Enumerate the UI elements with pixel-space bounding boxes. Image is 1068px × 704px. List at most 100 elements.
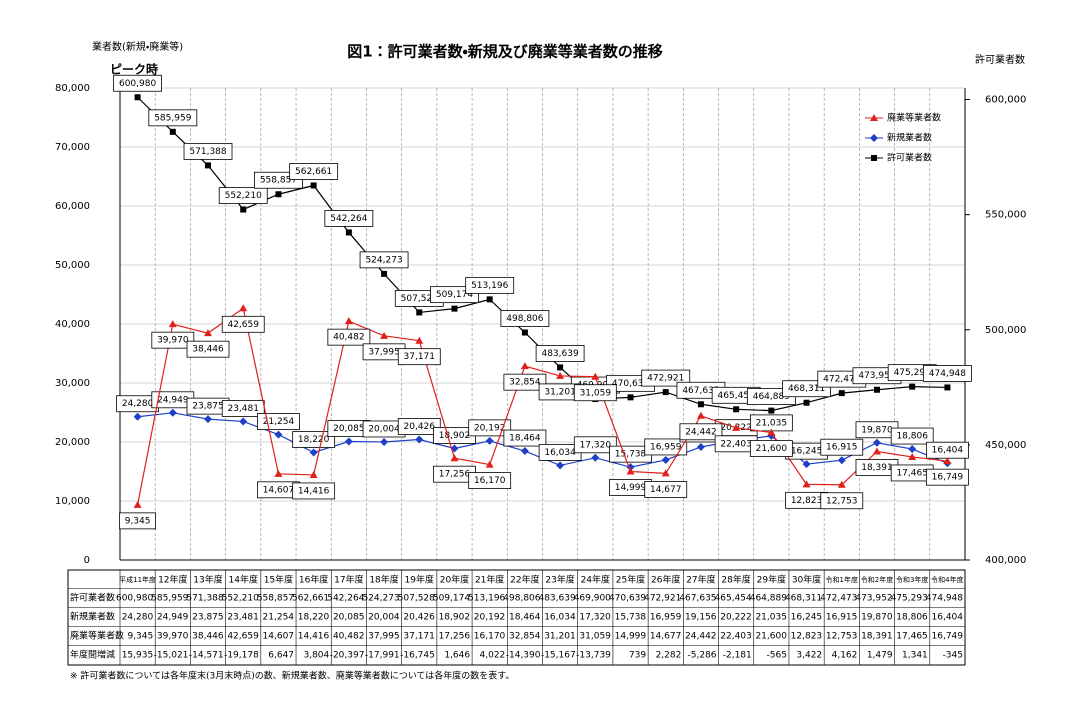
point	[520, 362, 529, 370]
y2-tick-label: 600,000	[985, 95, 1026, 106]
data-label: 472,921	[647, 374, 684, 384]
legend-label: 廃業等業者数	[887, 112, 941, 124]
table-cell: 509,174	[433, 594, 470, 604]
point	[626, 467, 635, 475]
data-label: 18,391	[861, 463, 893, 473]
table-cell: -15,021	[154, 651, 189, 661]
data-label: 524,273	[365, 255, 402, 265]
table-cell: 16,245	[791, 613, 823, 623]
data-label: 12,823	[791, 496, 823, 506]
table-header: 21年度	[475, 574, 504, 586]
data-label-box	[359, 251, 409, 269]
data-label: 507,528	[401, 294, 438, 304]
table-cell: 562,661	[292, 594, 329, 604]
table-header: 24年度	[581, 574, 610, 586]
table-header: 25年度	[616, 574, 645, 586]
data-label: 464,889	[753, 392, 790, 402]
point	[451, 305, 458, 312]
data-label-box	[324, 210, 374, 227]
table-cell: 39,970	[157, 632, 189, 642]
data-label: 17,465	[896, 468, 928, 478]
point	[169, 128, 176, 135]
point	[239, 304, 248, 312]
data-label: 24,280	[122, 399, 154, 409]
data-label: 467,635	[682, 386, 719, 396]
point	[275, 191, 282, 198]
data-label: 17,320	[580, 440, 612, 450]
table-cell: 40,482	[333, 632, 365, 642]
annotation: ピーク時	[110, 62, 158, 77]
table-cell: -345	[943, 651, 963, 661]
point	[345, 229, 352, 236]
table-cell: 31,059	[579, 632, 611, 642]
table-cell: 472,921	[644, 594, 681, 604]
point	[133, 412, 142, 421]
data-label: 16,959	[650, 442, 682, 452]
data-label-box	[644, 481, 688, 498]
table-cell: 22,403	[720, 632, 752, 642]
data-label-box	[292, 431, 336, 448]
point	[908, 452, 917, 460]
table-cell: 600,980	[116, 594, 153, 604]
data-label-box	[749, 440, 793, 457]
table-cell: 20,004	[368, 613, 400, 623]
y-tick-label: 10,000	[55, 496, 90, 507]
point	[415, 435, 424, 444]
table-cell: 21,254	[263, 613, 295, 623]
point	[521, 329, 528, 336]
table-cell: 3,422	[796, 651, 822, 661]
data-label-box	[500, 310, 550, 327]
point	[803, 399, 810, 406]
table-cell: 18,806	[896, 613, 928, 623]
data-label: 14,999	[615, 483, 647, 493]
data-label: 37,995	[368, 347, 400, 357]
table-cell: 14,416	[298, 632, 330, 642]
table-cell: 14,999	[615, 632, 647, 642]
table-cell: 12,823	[791, 632, 823, 642]
y-axis-title: 業者数(新規・廃業等)	[92, 40, 183, 53]
table-header: 14年度	[229, 574, 258, 586]
data-label: 42,659	[227, 320, 259, 330]
data-label-box	[292, 482, 336, 500]
data-label: 562,661	[295, 167, 332, 177]
data-label: 18,464	[509, 434, 541, 444]
data-label: 18,806	[896, 432, 928, 442]
table-cell: -16,745	[400, 651, 435, 661]
data-label: 38,446	[192, 345, 224, 355]
table-cell: 739	[629, 651, 646, 661]
point	[520, 447, 529, 456]
point	[380, 331, 389, 339]
table-cell: 464,889	[750, 594, 787, 604]
data-label-box	[535, 345, 585, 362]
data-label: 472,473	[823, 375, 860, 385]
data-label: 31,059	[580, 388, 612, 398]
data-label: 20,192	[474, 423, 506, 433]
table-cell: 4,162	[832, 651, 858, 661]
point	[310, 182, 317, 189]
data-label: 40,482	[333, 333, 365, 343]
data-label: 513,196	[471, 281, 508, 291]
data-label: 21,600	[756, 444, 788, 454]
data-label-box	[468, 472, 512, 489]
data-label: 24,442	[685, 427, 717, 437]
data-label-box	[186, 340, 230, 358]
y2-tick-label: 400,000	[985, 555, 1026, 566]
data-label: 23,481	[227, 404, 259, 414]
table-header: 29年度	[757, 574, 786, 586]
data-label: 542,264	[330, 214, 367, 224]
table-cell: 498,806	[503, 594, 540, 604]
table-cell: 17,465	[896, 632, 928, 642]
row-label: 年度間増減	[70, 649, 115, 661]
table-cell: 15,738	[615, 613, 647, 623]
point	[837, 480, 846, 488]
point	[838, 390, 845, 397]
point	[696, 442, 705, 451]
table-cell: 24,442	[685, 632, 717, 642]
point	[239, 417, 248, 426]
table-cell: 24,280	[122, 613, 154, 623]
data-label: 32,854	[509, 378, 541, 388]
table-cell: 467,635	[679, 594, 716, 604]
table-cell: 23,875	[192, 613, 224, 623]
table-cell: 32,854	[509, 632, 541, 642]
point	[485, 436, 494, 445]
